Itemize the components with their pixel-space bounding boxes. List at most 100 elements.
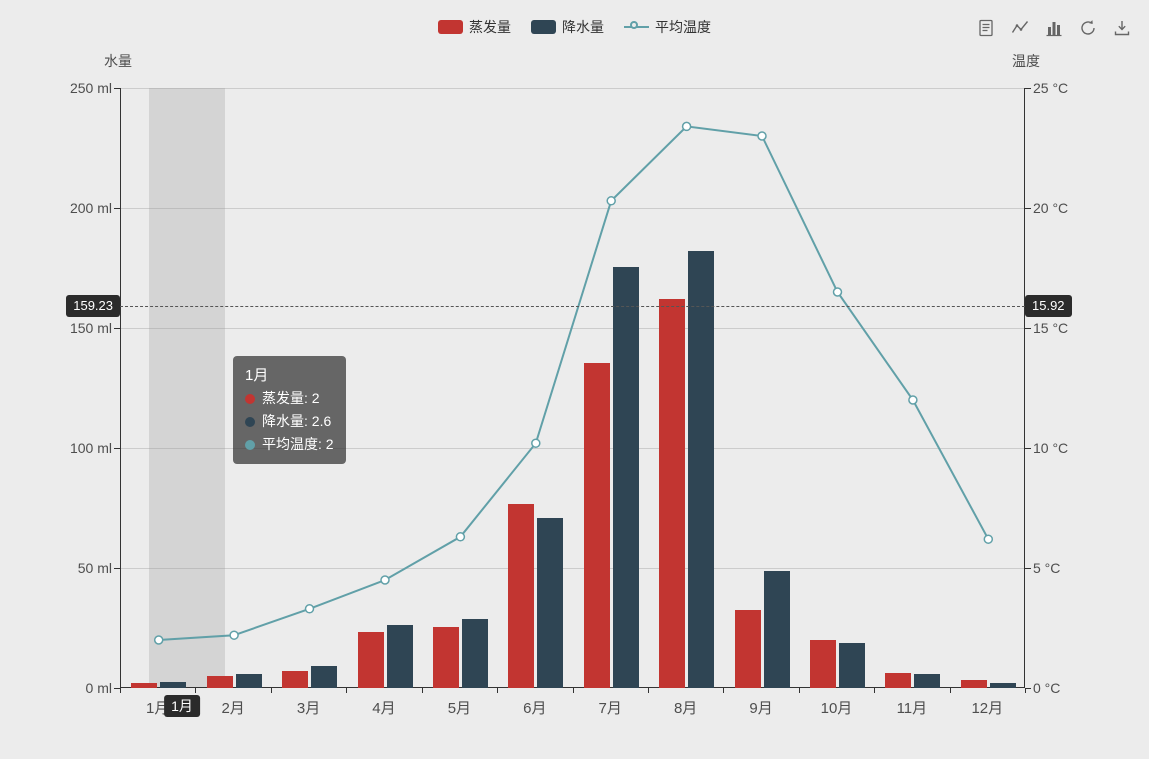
legend-circle xyxy=(630,21,638,29)
y-axis-tick xyxy=(114,88,120,89)
bar-蒸发量-2月[interactable] xyxy=(206,676,233,688)
line-marker-9月[interactable] xyxy=(757,131,767,141)
right-axis-title: 温度 xyxy=(1012,53,1040,69)
gridline xyxy=(121,568,1024,569)
y-axis-left-label: 200 ml xyxy=(69,200,112,216)
x-axis-label: 12月 xyxy=(971,700,1004,717)
x-axis-label: 8月 xyxy=(673,700,698,717)
line-marker-7月[interactable] xyxy=(606,196,616,206)
bar-降水量-11月[interactable] xyxy=(914,673,941,688)
temperature-line xyxy=(153,121,994,645)
x-axis-label: 2月 xyxy=(221,700,245,717)
line-marker-6月[interactable] xyxy=(531,438,541,448)
x-axis-tick xyxy=(497,688,499,693)
bar-降水量-7月[interactable] xyxy=(612,266,639,688)
axis-pointer-line xyxy=(120,305,1025,307)
x-axis-tick xyxy=(1025,688,1026,693)
legend-item-平均温度[interactable]: 平均温度 xyxy=(624,17,711,37)
bar-蒸发量-5月[interactable] xyxy=(432,626,459,688)
x-axis-label: 11月 xyxy=(896,700,928,717)
bar-蒸发量-3月[interactable] xyxy=(282,671,308,688)
bar-降水量-12月[interactable] xyxy=(989,682,1016,688)
x-axis-tick xyxy=(120,688,121,693)
line-marker-10月[interactable] xyxy=(832,287,843,297)
line-marker-4月[interactable] xyxy=(380,575,390,585)
x-axis-tick xyxy=(647,688,649,693)
line-marker-11月[interactable] xyxy=(908,395,918,405)
legend-rect-icon xyxy=(438,20,463,34)
line-marker-1月[interactable] xyxy=(153,635,164,645)
line-marker-2月[interactable] xyxy=(229,630,239,640)
bar-降水量-4月[interactable] xyxy=(386,624,413,688)
x-axis-tick xyxy=(195,688,197,693)
x-axis-label: 9月 xyxy=(749,700,773,717)
bar-降水量-9月[interactable] xyxy=(763,571,790,688)
legend-item-蒸发量[interactable]: 蒸发量 xyxy=(438,17,511,37)
line-chart-type-icon[interactable] xyxy=(1011,19,1029,37)
y-axis-right-label: 20 °C xyxy=(1033,200,1069,216)
axis-pointer-value-left: 159.23 xyxy=(66,294,120,317)
y-axis-left-label: 250 ml xyxy=(69,80,112,96)
bar-降水量-3月[interactable] xyxy=(311,666,337,688)
bar-蒸发量-11月[interactable] xyxy=(885,672,912,688)
bar-降水量-2月[interactable] xyxy=(235,673,262,688)
legend-item-降水量[interactable]: 降水量 xyxy=(531,17,604,37)
y-axis-tick xyxy=(1025,208,1031,209)
axis-pointer-shadow xyxy=(149,88,225,687)
x-axis-label: 7月 xyxy=(598,700,622,717)
bar-降水量-8月[interactable] xyxy=(688,250,715,688)
x-axis-label: 10月 xyxy=(820,700,853,717)
legend: 蒸发量 降水量 平均温度 xyxy=(0,17,1149,37)
gridline xyxy=(121,88,1024,89)
line-marker-5月[interactable] xyxy=(455,532,466,542)
y-axis-tick xyxy=(114,568,120,569)
line-marker-12月[interactable] xyxy=(983,534,994,544)
axis-pointer-category: 1月 xyxy=(164,695,200,717)
legend-label: 平均温度 xyxy=(655,19,711,35)
legend-label: 降水量 xyxy=(562,19,604,35)
y-axis-left-label: 50 ml xyxy=(77,560,112,576)
bar-蒸发量-7月[interactable] xyxy=(583,362,610,688)
y-axis-tick xyxy=(1025,688,1031,689)
x-axis-label: 6月 xyxy=(523,700,547,717)
bar-降水量-10月[interactable] xyxy=(839,642,865,688)
y-axis-right-label: 15 °C xyxy=(1033,320,1069,336)
toolbox xyxy=(977,19,1131,37)
y-axis-tick xyxy=(114,688,120,689)
line-marker-3月[interactable] xyxy=(304,604,315,614)
bar-降水量-5月[interactable] xyxy=(461,619,488,688)
bar-蒸发量-1月[interactable] xyxy=(131,683,158,688)
restore-icon[interactable] xyxy=(1079,19,1097,37)
bar-蒸发量-10月[interactable] xyxy=(810,640,836,688)
y-axis-tick xyxy=(1025,88,1031,89)
x-axis-tick xyxy=(270,688,272,693)
bar-降水量-6月[interactable] xyxy=(537,518,564,688)
bar-蒸发量-4月[interactable] xyxy=(357,632,384,688)
save-image-icon[interactable] xyxy=(1113,19,1131,37)
x-axis-tick xyxy=(798,688,800,693)
x-axis-label: 3月 xyxy=(296,700,321,717)
y-axis-left-label: 100 ml xyxy=(69,440,112,456)
data-view-icon[interactable] xyxy=(977,19,995,37)
plot-area[interactable] xyxy=(120,88,1025,688)
bar-chart-type-icon[interactable] xyxy=(1045,19,1063,37)
y-axis-tick xyxy=(1025,568,1031,569)
axis-pointer-value-right: 15.92 xyxy=(1025,294,1072,317)
legend-line-circle-icon xyxy=(624,20,649,34)
bar-蒸发量-9月[interactable] xyxy=(734,609,761,688)
y-axis-left-label: 150 ml xyxy=(69,320,112,336)
bar-降水量-1月[interactable] xyxy=(160,681,187,688)
y-axis-right-label: 25 °C xyxy=(1033,80,1069,96)
y-axis-tick xyxy=(114,328,120,329)
y-axis-tick xyxy=(114,448,120,449)
bar-蒸发量-6月[interactable] xyxy=(508,503,535,688)
y-axis-tick xyxy=(114,208,120,209)
y-axis-tick xyxy=(1025,328,1031,329)
bar-蒸发量-12月[interactable] xyxy=(960,680,987,688)
x-axis-tick xyxy=(723,688,725,693)
bar-蒸发量-8月[interactable] xyxy=(659,298,686,688)
x-axis-tick xyxy=(421,688,423,693)
y-axis-right-label: 5 °C xyxy=(1033,560,1061,576)
line-marker-8月[interactable] xyxy=(681,121,692,132)
